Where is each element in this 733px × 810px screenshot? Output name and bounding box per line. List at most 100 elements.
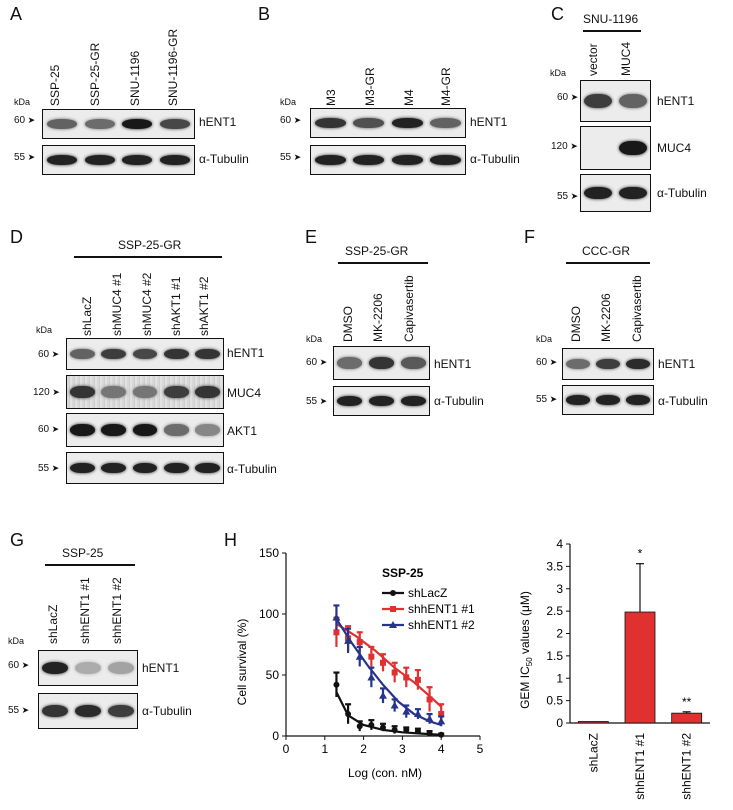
blot-band xyxy=(353,118,385,128)
mw-marker: 55 xyxy=(38,463,59,474)
blot-band xyxy=(160,119,191,129)
mw-marker: 55 xyxy=(280,152,301,163)
blot-d-tubulin xyxy=(66,452,224,484)
data-point xyxy=(403,674,410,681)
blot-band xyxy=(107,662,134,674)
y-tick-label: 1 xyxy=(556,671,563,685)
panel-letter-a: A xyxy=(10,4,23,24)
group-label: SNU-1196 xyxy=(583,12,639,26)
x-tick-label: 5 xyxy=(477,742,484,756)
blot-g-tubulin xyxy=(38,693,138,729)
blot-band xyxy=(122,155,153,165)
kda-label: kDa xyxy=(536,334,553,344)
category-label: shLacZ xyxy=(586,733,600,772)
blot-c-hent1 xyxy=(580,80,651,122)
bar xyxy=(577,721,609,724)
lane-label: M4 xyxy=(402,89,416,106)
blot-band xyxy=(337,357,363,369)
blot-band xyxy=(101,462,127,474)
blot-b-hent1 xyxy=(310,108,466,138)
blot-band xyxy=(132,386,158,398)
blot-e-tubulin xyxy=(333,386,430,416)
mw-marker: 60 xyxy=(38,349,59,360)
y-tick-label: 2.5 xyxy=(546,604,563,618)
legend-marker xyxy=(389,621,397,628)
blot-band xyxy=(368,396,395,406)
data-point xyxy=(355,652,364,660)
lane-label: Capivasertib xyxy=(630,275,644,342)
legend-label: shhENT1 #2 xyxy=(408,618,475,632)
blot-band xyxy=(391,155,423,165)
lane-label: M4-GR xyxy=(439,67,453,106)
y-tick-label: 4 xyxy=(556,537,563,551)
protein-label: hENT1 xyxy=(657,94,695,108)
blot-band xyxy=(596,358,620,370)
blot-band xyxy=(400,357,426,369)
blot-band xyxy=(74,662,102,674)
legend-label: shLacZ xyxy=(408,586,447,600)
kda-label: kDa xyxy=(280,97,297,107)
legend-marker xyxy=(390,606,396,612)
y-tick-label: 2 xyxy=(556,627,563,641)
blot-band xyxy=(584,94,613,108)
data-point xyxy=(356,639,363,646)
x-tick-label: 4 xyxy=(438,742,445,756)
data-point xyxy=(438,731,445,738)
data-point xyxy=(379,691,387,699)
protein-label: α-Tubulin xyxy=(434,394,484,408)
bar-y-label: GEM IC50 values (μM) xyxy=(518,591,534,709)
group-label: SSP-25 xyxy=(62,546,104,560)
group-underline xyxy=(583,30,641,32)
protein-label: MUC4 xyxy=(657,141,692,155)
protein-label: α-Tubulin xyxy=(227,462,277,476)
lane-label: shLacZ xyxy=(80,296,94,336)
panel-letter-d: D xyxy=(10,227,23,247)
lane-label: shAKT1 #1 xyxy=(169,276,183,336)
data-point xyxy=(367,673,376,681)
blot-band xyxy=(618,186,647,200)
blot-c-muc4 xyxy=(580,126,651,170)
panel-letter-c: C xyxy=(551,4,564,24)
group-label: SSP-25-GR xyxy=(118,238,182,252)
lane-label: SSP-25-GR xyxy=(88,42,102,106)
protein-label: α-Tubulin xyxy=(657,186,707,200)
blot-band xyxy=(626,358,650,370)
y-tick-label: 50 xyxy=(266,668,280,682)
lane-label: DMSO xyxy=(341,306,355,342)
mw-marker: 60 xyxy=(8,660,29,671)
kda-label: kDa xyxy=(36,325,53,335)
y-tick-label: 100 xyxy=(259,607,279,621)
protein-label: hENT1 xyxy=(227,346,265,360)
data-point xyxy=(345,711,352,718)
blot-band xyxy=(566,358,590,370)
legend-marker xyxy=(390,590,396,596)
blot-band xyxy=(368,357,395,369)
blot-f-tubulin xyxy=(562,385,654,415)
blot-band xyxy=(160,155,191,165)
lane-label: DMSO xyxy=(569,306,583,342)
blot-g-hent1 xyxy=(38,650,138,686)
fit-line-0 xyxy=(335,691,442,736)
blot-band xyxy=(353,155,385,165)
blot-f-hent1 xyxy=(562,348,654,380)
data-point xyxy=(437,717,446,725)
mw-marker: 60 xyxy=(14,115,35,126)
mw-marker: 55 xyxy=(14,152,35,163)
mw-marker: 60 xyxy=(280,115,301,126)
blot-band xyxy=(194,386,220,398)
blot-band xyxy=(194,424,220,436)
blot-e-hent1 xyxy=(333,346,430,380)
blot-d-hent1 xyxy=(66,338,224,370)
data-point xyxy=(333,681,340,688)
significance-label: ** xyxy=(682,695,692,709)
chart-y-label: Cell survival (%) xyxy=(235,619,249,706)
data-point xyxy=(333,629,340,636)
blot-band xyxy=(42,705,69,717)
kda-label: kDa xyxy=(14,97,31,107)
chart-x-label: Log (con. nM) xyxy=(348,766,422,780)
blot-band xyxy=(84,155,115,165)
blot-band xyxy=(314,155,346,165)
blot-band xyxy=(163,386,189,398)
blot-band xyxy=(132,462,158,474)
mw-marker: 120 xyxy=(33,387,60,398)
